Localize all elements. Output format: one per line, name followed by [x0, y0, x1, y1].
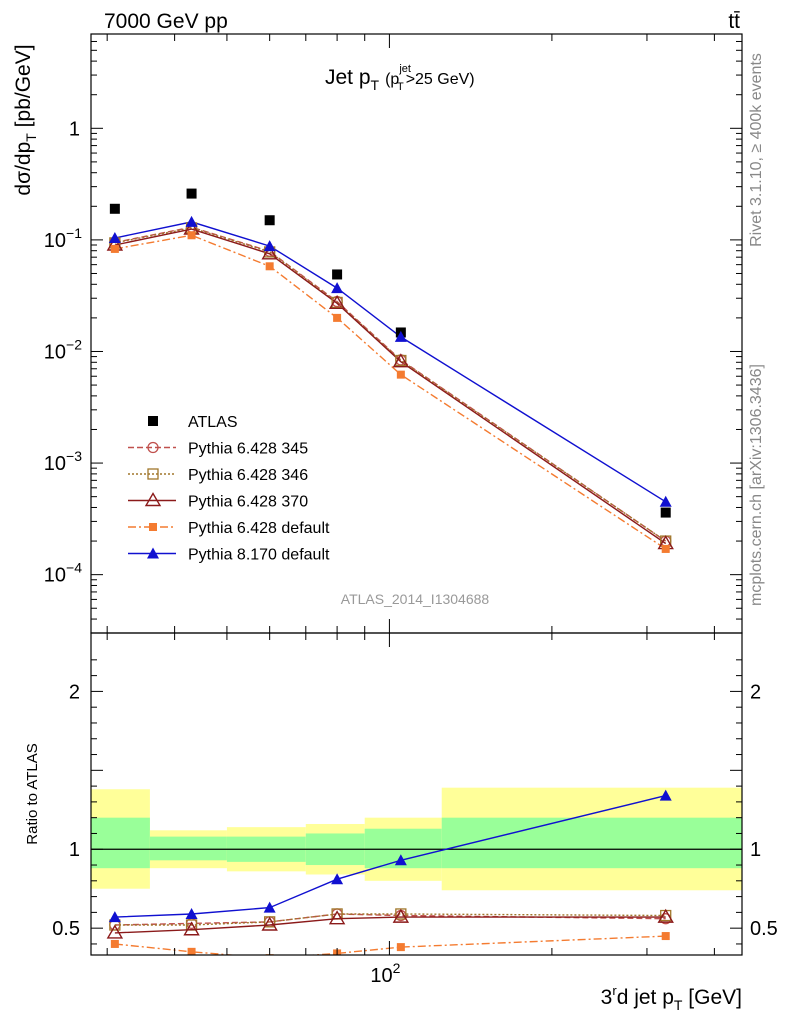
legend-entry-py346: Pythia 6.428 346: [128, 467, 308, 484]
data-point-py6def: [661, 544, 670, 553]
data-point-py8def: [394, 330, 407, 342]
legend-entry-py345: Pythia 6.428 345: [128, 441, 308, 458]
uncertainty-band-inner: [149, 836, 227, 861]
data-point-atlas: [264, 215, 275, 226]
ratio-point-py6def: [187, 947, 196, 955]
main-frame: [90, 33, 743, 634]
data-point-atlas: [332, 269, 343, 280]
ratio-y-axis-label: Ratio to ATLAS: [24, 743, 41, 844]
legend-entry-py6def: Pythia 6.428 default: [128, 520, 330, 537]
ratio-point-py8def: [108, 911, 121, 923]
header-process: tt̄: [728, 10, 740, 33]
ratio-point-py6def: [661, 932, 670, 941]
data-point-atlas: [186, 188, 197, 199]
ratio-point-py6def: [396, 943, 405, 952]
rivet-label: Rivet 3.1.10, ≥ 400k events: [748, 53, 765, 247]
ratio-y-tick-label-right: 2: [750, 681, 761, 703]
legend-marker: [147, 547, 159, 559]
data-point-py8def: [331, 282, 344, 294]
ratio-point-py370: [183, 921, 200, 936]
legend-marker: [147, 468, 159, 480]
ratio-plot: 102 0.5 0.5 1 1 2 2: [52, 632, 778, 987]
data-point-py6def: [110, 244, 119, 253]
data-point-py370: [328, 294, 346, 310]
legend-marker: [148, 416, 158, 426]
ratio-point-py370: [261, 916, 278, 931]
legend-marker: [149, 523, 157, 531]
legend-entry-atlas: ATLAS: [148, 414, 238, 431]
y-tick-label: 10−4: [44, 560, 82, 587]
ratio-point-py6def: [110, 939, 119, 948]
uncertainty-band-inner: [441, 817, 742, 869]
data-point-py8def: [185, 215, 198, 227]
ratio-y-tick-label: 1: [69, 839, 80, 861]
legend-label: Pythia 6.428 default: [188, 520, 330, 537]
data-point-py8def: [659, 495, 672, 507]
ratio-line-py346: [114, 913, 666, 926]
data-point-py6def: [265, 262, 274, 271]
main-series-group: [106, 188, 674, 553]
y-tick-label: 1: [69, 118, 80, 140]
legend-label: Pythia 8.170 default: [188, 547, 330, 564]
ratio-point-py8def: [659, 789, 672, 801]
ratio-line-py6def: [114, 935, 666, 955]
ratio-point-py370: [657, 908, 674, 923]
legend-marker: [144, 492, 162, 507]
data-point-py6def: [187, 231, 196, 240]
ratio-y-tick-label: 0.5: [52, 918, 80, 940]
data-point-py6def: [396, 370, 405, 379]
main-plot: 10−4 10−3 10−2 10−1 1: [44, 33, 743, 634]
analysis-id: ATLAS_2014_I1304688: [341, 591, 490, 607]
legend-label: Pythia 6.428 345: [188, 441, 308, 458]
ratio-point-py8def: [331, 873, 344, 885]
uncertainty-band-inner: [91, 817, 150, 869]
ratio-point-py8def: [263, 901, 276, 913]
x-tick-label: 102: [370, 960, 400, 987]
legend-marker: [147, 441, 159, 454]
data-point-py370: [261, 245, 278, 260]
ratio-y-tick-label-right: 0.5: [750, 918, 778, 940]
y-tick-label: 10−2: [44, 336, 82, 363]
legend-entry-py8def: Pythia 8.170 default: [128, 547, 330, 564]
legend-label: ATLAS: [188, 414, 238, 431]
series-line-py6def: [114, 234, 667, 550]
data-point-py6def: [333, 313, 342, 322]
x-axis-label: 3rd jet pT [GeV]: [601, 983, 742, 1013]
ratio-y-tick-label: 2: [69, 681, 80, 703]
y-axis-label: dσ/dpT [pb/GeV]: [12, 44, 39, 195]
ratio-point-py8def: [394, 854, 407, 866]
legend-label: Pythia 6.428 346: [188, 467, 308, 484]
ratio-series-group: [106, 789, 674, 955]
data-point-py370: [392, 353, 410, 368]
series-line-py370: [114, 228, 667, 545]
mcplots-label: mcplots.cern.ch [arXiv:1306.3436]: [748, 364, 765, 606]
y-tick-label: 10−3: [44, 448, 82, 475]
plot-title: Jet pT (pjet T >25 GeV): [325, 63, 475, 93]
y-tick-label: 10−1: [44, 225, 82, 252]
data-point-py8def: [108, 231, 121, 243]
ratio-line-py345: [114, 913, 666, 926]
ratio-line-py370: [114, 916, 666, 934]
ratio-point-py370: [328, 910, 346, 925]
legend: ATLAS Pythia 6.428 345 Pythia 6.428 346 Pyt…: [128, 414, 330, 564]
ratio-line-py8def: [114, 794, 666, 918]
ratio-y-tick-label-right: 1: [750, 839, 761, 861]
data-point-atlas: [109, 203, 120, 214]
ratio-frame: [90, 632, 743, 956]
series-line-py8def: [114, 221, 667, 503]
legend-label: Pythia 6.428 370: [188, 494, 308, 511]
series-line-py346: [114, 227, 667, 542]
ratio-point-py8def: [185, 907, 198, 919]
data-point-atlas: [660, 507, 671, 518]
ratio-point-py370: [392, 908, 410, 923]
ratio-point-py370: [106, 924, 124, 939]
header-energy: 7000 GeV pp: [104, 10, 228, 33]
data-point-py8def: [263, 240, 276, 252]
legend-entry-py370: Pythia 6.428 370: [128, 492, 308, 511]
